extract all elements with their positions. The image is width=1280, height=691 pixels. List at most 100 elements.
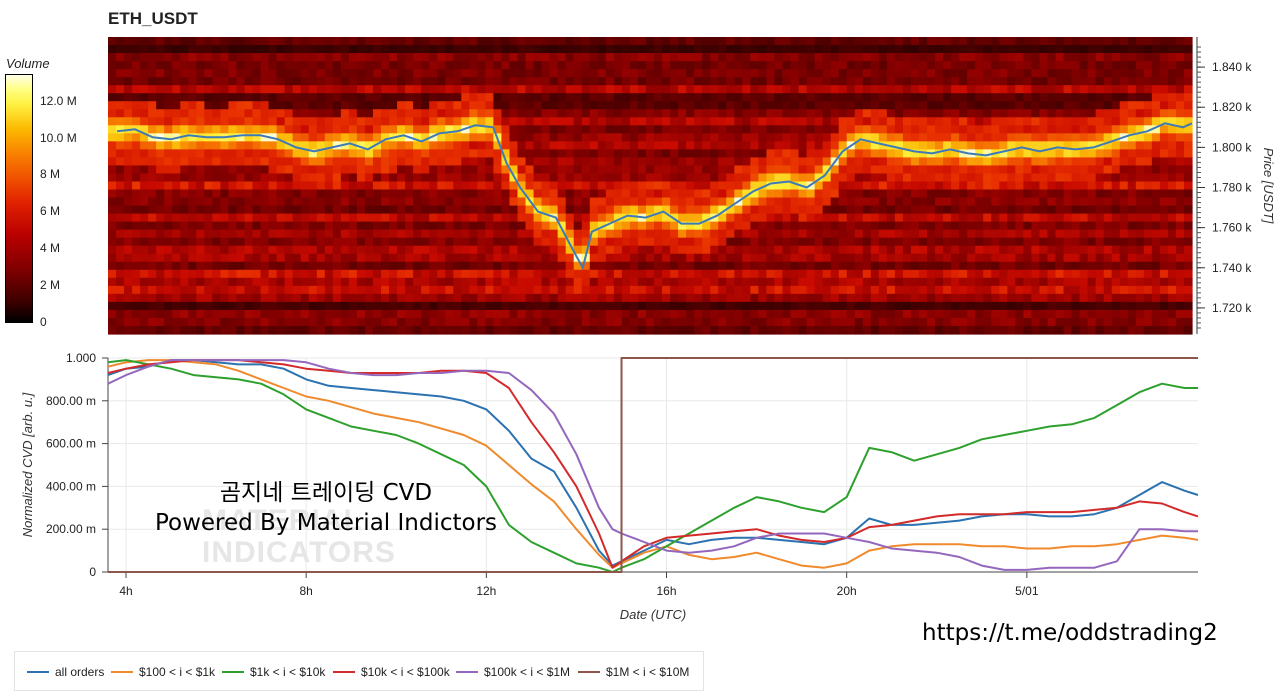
heatmap-cell	[1031, 262, 1040, 271]
heatmap-cell	[1007, 37, 1016, 46]
heatmap-cell	[518, 230, 527, 239]
heatmap-cell	[108, 101, 117, 110]
heatmap-cell	[453, 270, 462, 279]
heatmap-cell	[1144, 157, 1153, 166]
heatmap-cell	[485, 222, 494, 231]
heatmap-cell	[373, 310, 382, 319]
heatmap-cell	[1031, 101, 1040, 110]
heatmap-cell	[349, 286, 358, 295]
heatmap-cell	[935, 222, 944, 231]
heatmap-cell	[421, 214, 430, 223]
heatmap-cell	[654, 262, 663, 271]
heatmap-cell	[269, 318, 278, 327]
heatmap-cell	[550, 45, 559, 54]
heatmap-cell	[799, 246, 808, 255]
heatmap-cell	[542, 254, 551, 263]
heatmap-cell	[132, 37, 141, 46]
heatmap-cell	[791, 198, 800, 207]
heatmap-cell	[1136, 53, 1145, 62]
heatmap-cell	[967, 53, 976, 62]
heatmap-cell	[791, 206, 800, 215]
heatmap-cell	[558, 206, 567, 215]
heatmap-cell	[1047, 93, 1056, 102]
heatmap-cell	[526, 149, 535, 158]
heatmap-cell	[461, 246, 470, 255]
heatmap-cell	[1047, 109, 1056, 118]
heatmap-cell	[293, 173, 302, 182]
heatmap-cell	[686, 198, 695, 207]
heatmap-cell	[397, 69, 406, 78]
heatmap-cell	[847, 318, 856, 327]
heatmap-cell	[734, 61, 743, 70]
heatmap-cell	[1184, 37, 1193, 46]
heatmap-cell	[670, 230, 679, 239]
heatmap-cell	[606, 165, 615, 174]
heatmap-cell	[1120, 117, 1129, 126]
heatmap-cell	[1152, 238, 1161, 247]
heatmap-cell	[421, 165, 430, 174]
heatmap-cell	[269, 101, 278, 110]
heatmap-cell	[1031, 214, 1040, 223]
heatmap-cell	[911, 181, 920, 190]
heatmap-cell	[421, 230, 430, 239]
heatmap-cell	[349, 149, 358, 158]
heatmap-cell	[734, 133, 743, 142]
heatmap-cell	[871, 117, 880, 126]
heatmap-cell	[534, 230, 543, 239]
heatmap-cell	[654, 77, 663, 86]
heatmap-cell	[156, 149, 165, 158]
heatmap-cell	[1039, 61, 1048, 70]
heatmap-cell	[349, 181, 358, 190]
heatmap-cell	[999, 286, 1008, 295]
heatmap-cell	[196, 214, 205, 223]
heatmap-cell	[526, 286, 535, 295]
heatmap-cell	[1128, 294, 1137, 303]
heatmap-cell	[975, 53, 984, 62]
heatmap-cell	[493, 157, 502, 166]
heatmap-cell	[1168, 198, 1177, 207]
heatmap-cell	[437, 278, 446, 287]
heatmap-cell	[694, 125, 703, 134]
heatmap-cell	[847, 294, 856, 303]
heatmap-cell	[646, 125, 655, 134]
heatmap-cell	[782, 254, 791, 263]
heatmap-cell	[903, 165, 912, 174]
heatmap-cell	[1120, 149, 1129, 158]
heatmap-cell	[839, 294, 848, 303]
heatmap-cell	[461, 214, 470, 223]
heatmap-cell	[1104, 117, 1113, 126]
heatmap-cell	[823, 181, 832, 190]
heatmap-cell	[879, 214, 888, 223]
heatmap-cell	[526, 206, 535, 215]
heatmap-cell	[582, 294, 591, 303]
heatmap-cell	[445, 109, 454, 118]
heatmap-cell	[742, 222, 751, 231]
heatmap-cell	[710, 61, 719, 70]
heatmap-cell	[261, 101, 270, 110]
heatmap-cell	[566, 165, 575, 174]
heatmap-cell	[389, 326, 398, 335]
heatmap-cell	[991, 198, 1000, 207]
heatmap-cell	[397, 61, 406, 70]
heatmap-cell	[766, 77, 775, 86]
heatmap-cell	[132, 85, 141, 94]
heatmap-cell	[204, 206, 213, 215]
heatmap-cell	[654, 222, 663, 231]
heatmap-cell	[445, 149, 454, 158]
heatmap-cell	[622, 157, 631, 166]
heatmap-cell	[799, 141, 808, 150]
heatmap-cell	[991, 302, 1000, 311]
heatmap-cell	[782, 246, 791, 255]
heatmap-cell	[951, 45, 960, 54]
heatmap-cell	[1031, 246, 1040, 255]
heatmap-cell	[501, 246, 510, 255]
heatmap-cell	[1080, 230, 1089, 239]
heatmap-cell	[389, 141, 398, 150]
heatmap-cell	[694, 181, 703, 190]
heatmap-cell	[975, 109, 984, 118]
heatmap-cell	[1064, 125, 1073, 134]
heatmap-cell	[662, 270, 671, 279]
heatmap-cell	[630, 37, 639, 46]
heatmap-cell	[686, 173, 695, 182]
heatmap-cell	[590, 246, 599, 255]
